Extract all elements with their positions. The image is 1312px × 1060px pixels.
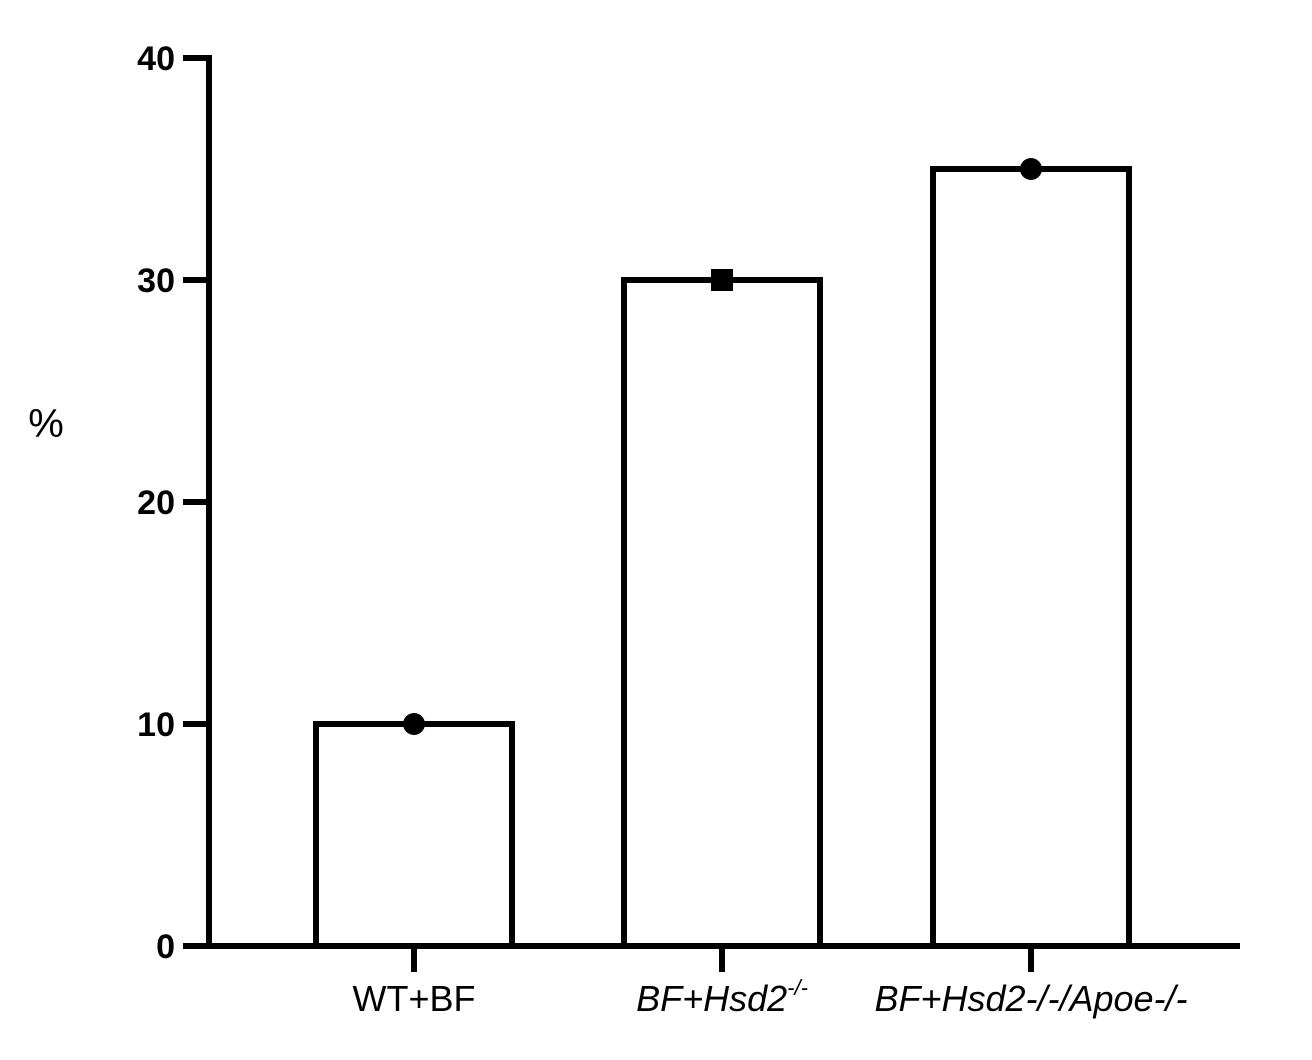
x-axis-ticks: WT+BF BF+Hsd2-/- BF+Hsd2-/-/Apoe-/-: [353, 946, 1188, 1019]
x-tick-label-1: WT+BF: [353, 978, 476, 1019]
y-tick-label-40: 40: [137, 40, 175, 78]
x-tick-label-3: BF+Hsd2-/-/Apoe-/-: [874, 978, 1187, 1019]
data-point-2: [711, 269, 733, 291]
y-tick-label-0: 0: [156, 928, 175, 966]
data-point-3: [1020, 158, 1042, 180]
bars: [313, 166, 1132, 949]
y-tick-label-30: 30: [137, 262, 175, 300]
y-axis-ticks: 0 10 20 30 40: [137, 40, 209, 966]
bar-2: [621, 277, 823, 949]
data-point-1: [403, 713, 425, 735]
bar-1: [313, 721, 515, 949]
bar-3: [930, 166, 1132, 949]
y-tick-label-10: 10: [137, 706, 175, 744]
y-tick-label-20: 20: [137, 484, 175, 522]
y-axis-label: %: [28, 402, 64, 446]
data-points: [403, 158, 1042, 735]
x-tick-label-2: BF+Hsd2-/-: [636, 975, 808, 1019]
